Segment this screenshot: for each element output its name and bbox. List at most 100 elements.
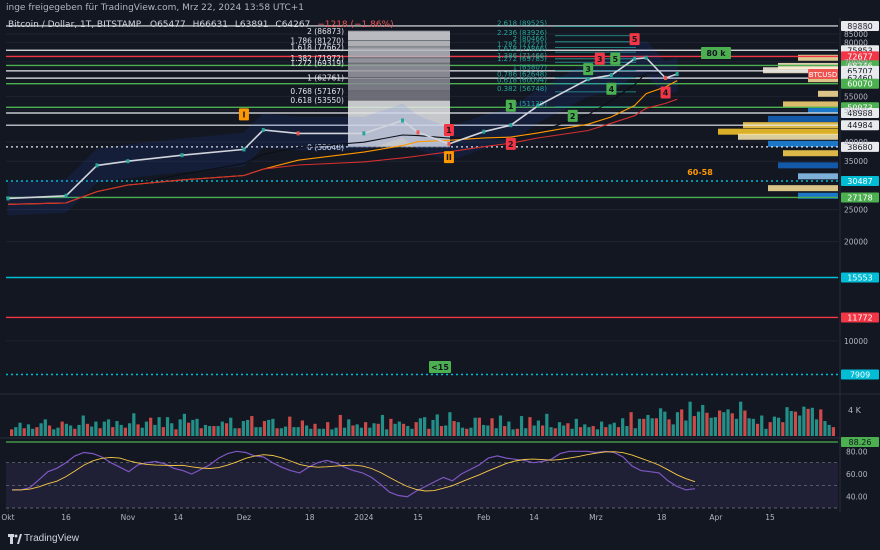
volume-profile-bar xyxy=(808,107,838,114)
price-tick: 55000 xyxy=(844,92,868,101)
price-tick: 80000 xyxy=(844,39,868,48)
price-candle xyxy=(586,77,590,82)
price-level-label: 72677 xyxy=(847,52,872,61)
volume-bar xyxy=(696,411,701,436)
price-candle xyxy=(64,193,68,198)
price-level-label: 38680 xyxy=(847,143,872,152)
wave-label: 4 xyxy=(663,89,669,98)
fib-ext-label: 0.786 (62648) xyxy=(497,71,547,79)
rsi-tick: 80.00 xyxy=(846,447,868,456)
volume-bar xyxy=(52,429,56,436)
volume-bar xyxy=(271,418,275,436)
annotation-box xyxy=(685,166,715,178)
volume-bar xyxy=(498,415,503,436)
volume-bar xyxy=(389,418,393,436)
volume-bar xyxy=(161,427,165,436)
volume-bar xyxy=(153,424,157,436)
volume-bar xyxy=(532,425,536,436)
volume-bar xyxy=(519,416,524,436)
tradingview-brand[interactable]: TradingView xyxy=(24,533,80,544)
wave-label-box xyxy=(660,86,671,99)
volume-bar xyxy=(456,422,460,436)
volume-bar xyxy=(675,412,680,436)
volume-bar xyxy=(667,419,671,436)
fib-ext-label: 1.782 (77271) xyxy=(497,41,547,49)
volume-bar xyxy=(465,428,469,436)
wave-label-box xyxy=(238,108,249,121)
volume-bar xyxy=(14,427,18,436)
volume-bar xyxy=(208,426,212,436)
price-candle xyxy=(675,72,679,77)
volume-bar xyxy=(275,428,279,436)
volume-bar xyxy=(747,418,751,436)
volume-bar xyxy=(132,413,136,436)
wave-label: 5 xyxy=(612,55,618,64)
volume-bar xyxy=(347,419,351,436)
volume-bar xyxy=(106,419,111,436)
price-candle xyxy=(509,123,513,128)
fib-ext-label: 1.618 (74866) xyxy=(497,45,547,53)
wave-label: 1 xyxy=(446,126,452,135)
volume-bar xyxy=(625,426,629,436)
wave-label: 4 xyxy=(609,85,615,94)
date-tick: 16 xyxy=(61,513,71,522)
volume-bar xyxy=(460,427,465,436)
symbol-legend: Bitcoin / Dollar, 1T, BITSTAMP O65477 H6… xyxy=(8,20,398,30)
volume-bar xyxy=(814,419,819,436)
annotation-label: <15 xyxy=(431,363,449,372)
price-candle xyxy=(664,76,668,81)
volume-bar xyxy=(212,426,216,436)
wave-label: 2 xyxy=(570,112,576,121)
volume-bar xyxy=(165,417,170,436)
volume-bar xyxy=(338,414,342,436)
volume-bar xyxy=(831,427,835,436)
fib-ext-label: 2.618 (89525) xyxy=(497,20,547,28)
price-candle xyxy=(401,118,405,123)
volume-bar xyxy=(739,401,743,436)
volume-bar xyxy=(187,422,191,436)
ma-black-line xyxy=(7,72,678,205)
price-tick: 35000 xyxy=(844,157,868,166)
price-level-label: 65707 xyxy=(847,67,872,76)
volume-bar xyxy=(224,423,229,436)
volume-bar xyxy=(342,427,347,436)
bollinger-band xyxy=(7,41,678,216)
volume-bar xyxy=(191,419,195,436)
ma-red-line xyxy=(7,98,678,205)
price-level-label: 60070 xyxy=(847,80,872,89)
date-tick: Dez xyxy=(237,513,251,522)
price-candle xyxy=(609,73,613,78)
volume-bar xyxy=(591,426,595,436)
fib-box-label: 1.618 (77662) xyxy=(290,43,344,52)
rsi-tick: 40.00 xyxy=(846,493,868,502)
wave-label: 2 xyxy=(508,140,514,149)
wave-label-box xyxy=(505,137,516,150)
price-level-tag xyxy=(841,369,879,380)
fib-ext-label: 0 (51139) xyxy=(513,100,548,108)
currency-label: USD xyxy=(852,23,869,32)
volume-bar xyxy=(671,424,675,436)
date-tick: Okt xyxy=(1,513,14,522)
fib-box-zone xyxy=(348,100,450,147)
volume-bar xyxy=(789,411,793,436)
price-candle xyxy=(633,56,637,61)
volume-bar xyxy=(798,415,802,436)
volume-bar xyxy=(444,425,448,436)
volume-bar xyxy=(364,422,368,436)
last-price-label: BTCUSD xyxy=(809,71,838,79)
fib-ext-label: 1.272 (69785) xyxy=(497,55,547,63)
volume-bar xyxy=(410,428,414,436)
fib-box-zone xyxy=(348,77,450,91)
annotation-box xyxy=(429,361,451,373)
volume-bar xyxy=(111,427,115,436)
volume-profile-bar xyxy=(778,162,838,169)
volume-bar xyxy=(26,424,31,436)
price-candle xyxy=(126,159,130,164)
volume-bar xyxy=(397,421,401,436)
price-candle xyxy=(644,55,648,60)
volume-profile-bar xyxy=(808,76,838,83)
volume-profile-bar xyxy=(768,115,838,122)
price-level-label: 11772 xyxy=(847,313,872,322)
wave-label-box xyxy=(567,109,578,122)
